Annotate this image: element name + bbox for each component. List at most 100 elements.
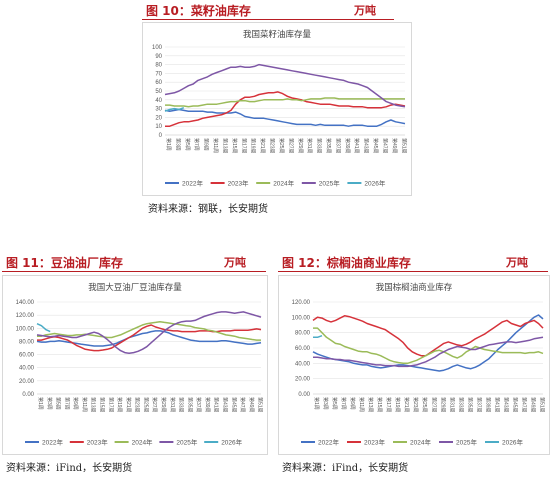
x-tick-label: 第31周 [169,397,176,413]
y-tick-label: 70 [155,71,162,77]
x-tick-label: 第7周 [340,397,347,410]
x-tick-label: 第25周 [421,397,428,413]
y-tick-label: 80.00 [295,331,311,337]
x-tick-label: 第39周 [204,397,211,413]
x-tick-label: 第9周 [349,397,356,410]
x-tick-label: 第29周 [160,397,167,413]
series-line [165,97,405,108]
series-line [313,336,544,368]
chart-frame: 我国菜籽油库存量 0 10 20 30 40 50 60 70 80 90 100 第1周 第3周 第5周第… [142,22,412,196]
x-tick-label: 第51周 [538,397,545,413]
chart-frame: 我国棕榈油商业库存 0.00 20.00 40.00 60.00 80.00 100.00 1… [278,275,550,455]
figure-title: 图 11：豆油油厂库存 [6,256,123,270]
chart-rapeseed-oil-inventory: 我国菜籽油库存量0102030405060708090100第1周 第3周 第5周第… [152,29,407,188]
x-tick-label: 第41周 [493,397,500,413]
y-tick-label: 80.00 [19,339,35,345]
x-tick-label: 第39周 [344,138,351,154]
x-tick-label: 第45周 [372,138,379,154]
x-tick-label: 第3周 [46,397,53,410]
x-tick-label: 第23周 [412,397,419,413]
legend-label: 2025年 [456,438,477,447]
chart-title: 我国棕榈油商业库存 [376,282,453,292]
x-tick-label: 第7周 [193,138,200,151]
x-tick-label: 第19周 [116,397,123,413]
x-tick-label: 第21周 [403,397,410,413]
x-tick-label: 第29周 [439,397,446,413]
series-line [37,320,261,341]
series-line [312,315,544,357]
y-tick-label: 20 [155,115,162,121]
legend-label: 2026年 [364,179,385,188]
source-note: 资料来源：iFind，长安期货 [6,463,133,474]
y-tick-label: 100 [152,45,163,51]
x-tick-label: 第45周 [230,397,237,413]
panel-header: 图 10：菜籽油库存 万吨 [142,2,394,20]
x-tick-label: 第47周 [381,138,388,154]
panel-header: 图 12：棕榈油商业库存 万吨 [278,254,548,272]
x-tick-label: 第51周 [400,138,407,154]
x-tick-label: 第17周 [107,397,114,413]
legend-label: 2022年 [318,438,339,447]
x-tick-label: 第1周 [165,138,172,151]
x-tick-label: 第33周 [178,397,185,413]
x-tick-label: 第47周 [520,397,527,413]
series-line [36,330,262,347]
y-tick-label: 0.00 [298,392,310,398]
series-line [37,324,262,352]
x-tick-label: 第39周 [484,397,491,413]
legend-label: 2024年 [132,438,153,447]
x-tick-label: 第17周 [385,397,392,413]
x-tick-label: 第29周 [297,138,304,154]
x-tick-label: 第27周 [287,138,294,154]
figure-title: 图 10：菜籽油库存 [146,4,251,18]
legend-label: 2025年 [319,179,340,188]
unit-label: 万吨 [224,256,246,269]
chart-title: 我国大豆油厂豆油库存量 [88,282,182,292]
series-line [164,106,185,112]
x-tick-label: 第5周 [331,397,338,410]
x-tick-label: 第43周 [221,397,228,413]
x-tick-label: 第37周 [334,138,341,154]
x-tick-label: 第43周 [363,138,370,154]
series-line [165,91,406,127]
y-tick-label: 120.00 [16,313,35,319]
legend-label: 2023年 [364,438,385,447]
chart-palm-oil-inventory: 我国棕榈油商业库存 0.00 20.00 40.00 60.00 80.00 100.00 1… [292,282,546,447]
x-tick-label: 第25周 [142,397,149,413]
chart-title: 我国菜籽油库存量 [243,29,312,39]
x-tick-label: 第3周 [174,138,181,151]
y-tick-label: 140.00 [16,300,35,306]
y-tick-label: 20.00 [295,377,311,383]
x-tick-label: 第11周 [81,397,88,412]
x-tick-label: 第17周 [240,138,247,154]
x-tick-label: 第15周 [376,397,383,413]
legend-label: 2023年 [87,438,108,447]
y-tick-label: 80 [155,63,162,69]
x-tick-label: 第21周 [259,138,266,154]
unit-label: 万吨 [354,4,376,17]
x-tick-label: 第41周 [353,138,360,154]
legend-label: 2024年 [273,179,294,188]
x-tick-label: 第21周 [125,397,132,413]
x-tick-label: 第19周 [394,397,401,413]
legend-label: 2023年 [228,179,249,188]
unit-label: 万吨 [506,256,528,269]
x-tick-label: 第31周 [306,138,313,154]
legend-label: 2022年 [182,179,203,188]
x-tick-label: 第13周 [367,397,374,413]
x-tick-label: 第23周 [269,138,276,154]
y-tick-label: 30 [155,107,162,113]
legend-label: 2024年 [410,438,431,447]
x-tick-label: 第3周 [322,397,329,410]
x-tick-label: 第11周 [212,138,219,153]
legend-label: 2026年 [502,438,523,447]
x-tick-label: 第9周 [203,138,210,151]
series-line [36,311,262,355]
y-tick-label: 60.00 [19,353,35,359]
chart-soybean-oil-inventory: 我国大豆油厂豆油库存量 0.00 20.00 40.00 60.00 80.00 100.0… [16,282,264,447]
x-tick-label: 第1周 [37,397,44,410]
y-tick-label: 10 [155,124,162,130]
x-tick-label: 第1周 [313,397,320,410]
x-tick-label: 第37周 [475,397,482,413]
x-tick-label: 第33周 [457,397,464,413]
